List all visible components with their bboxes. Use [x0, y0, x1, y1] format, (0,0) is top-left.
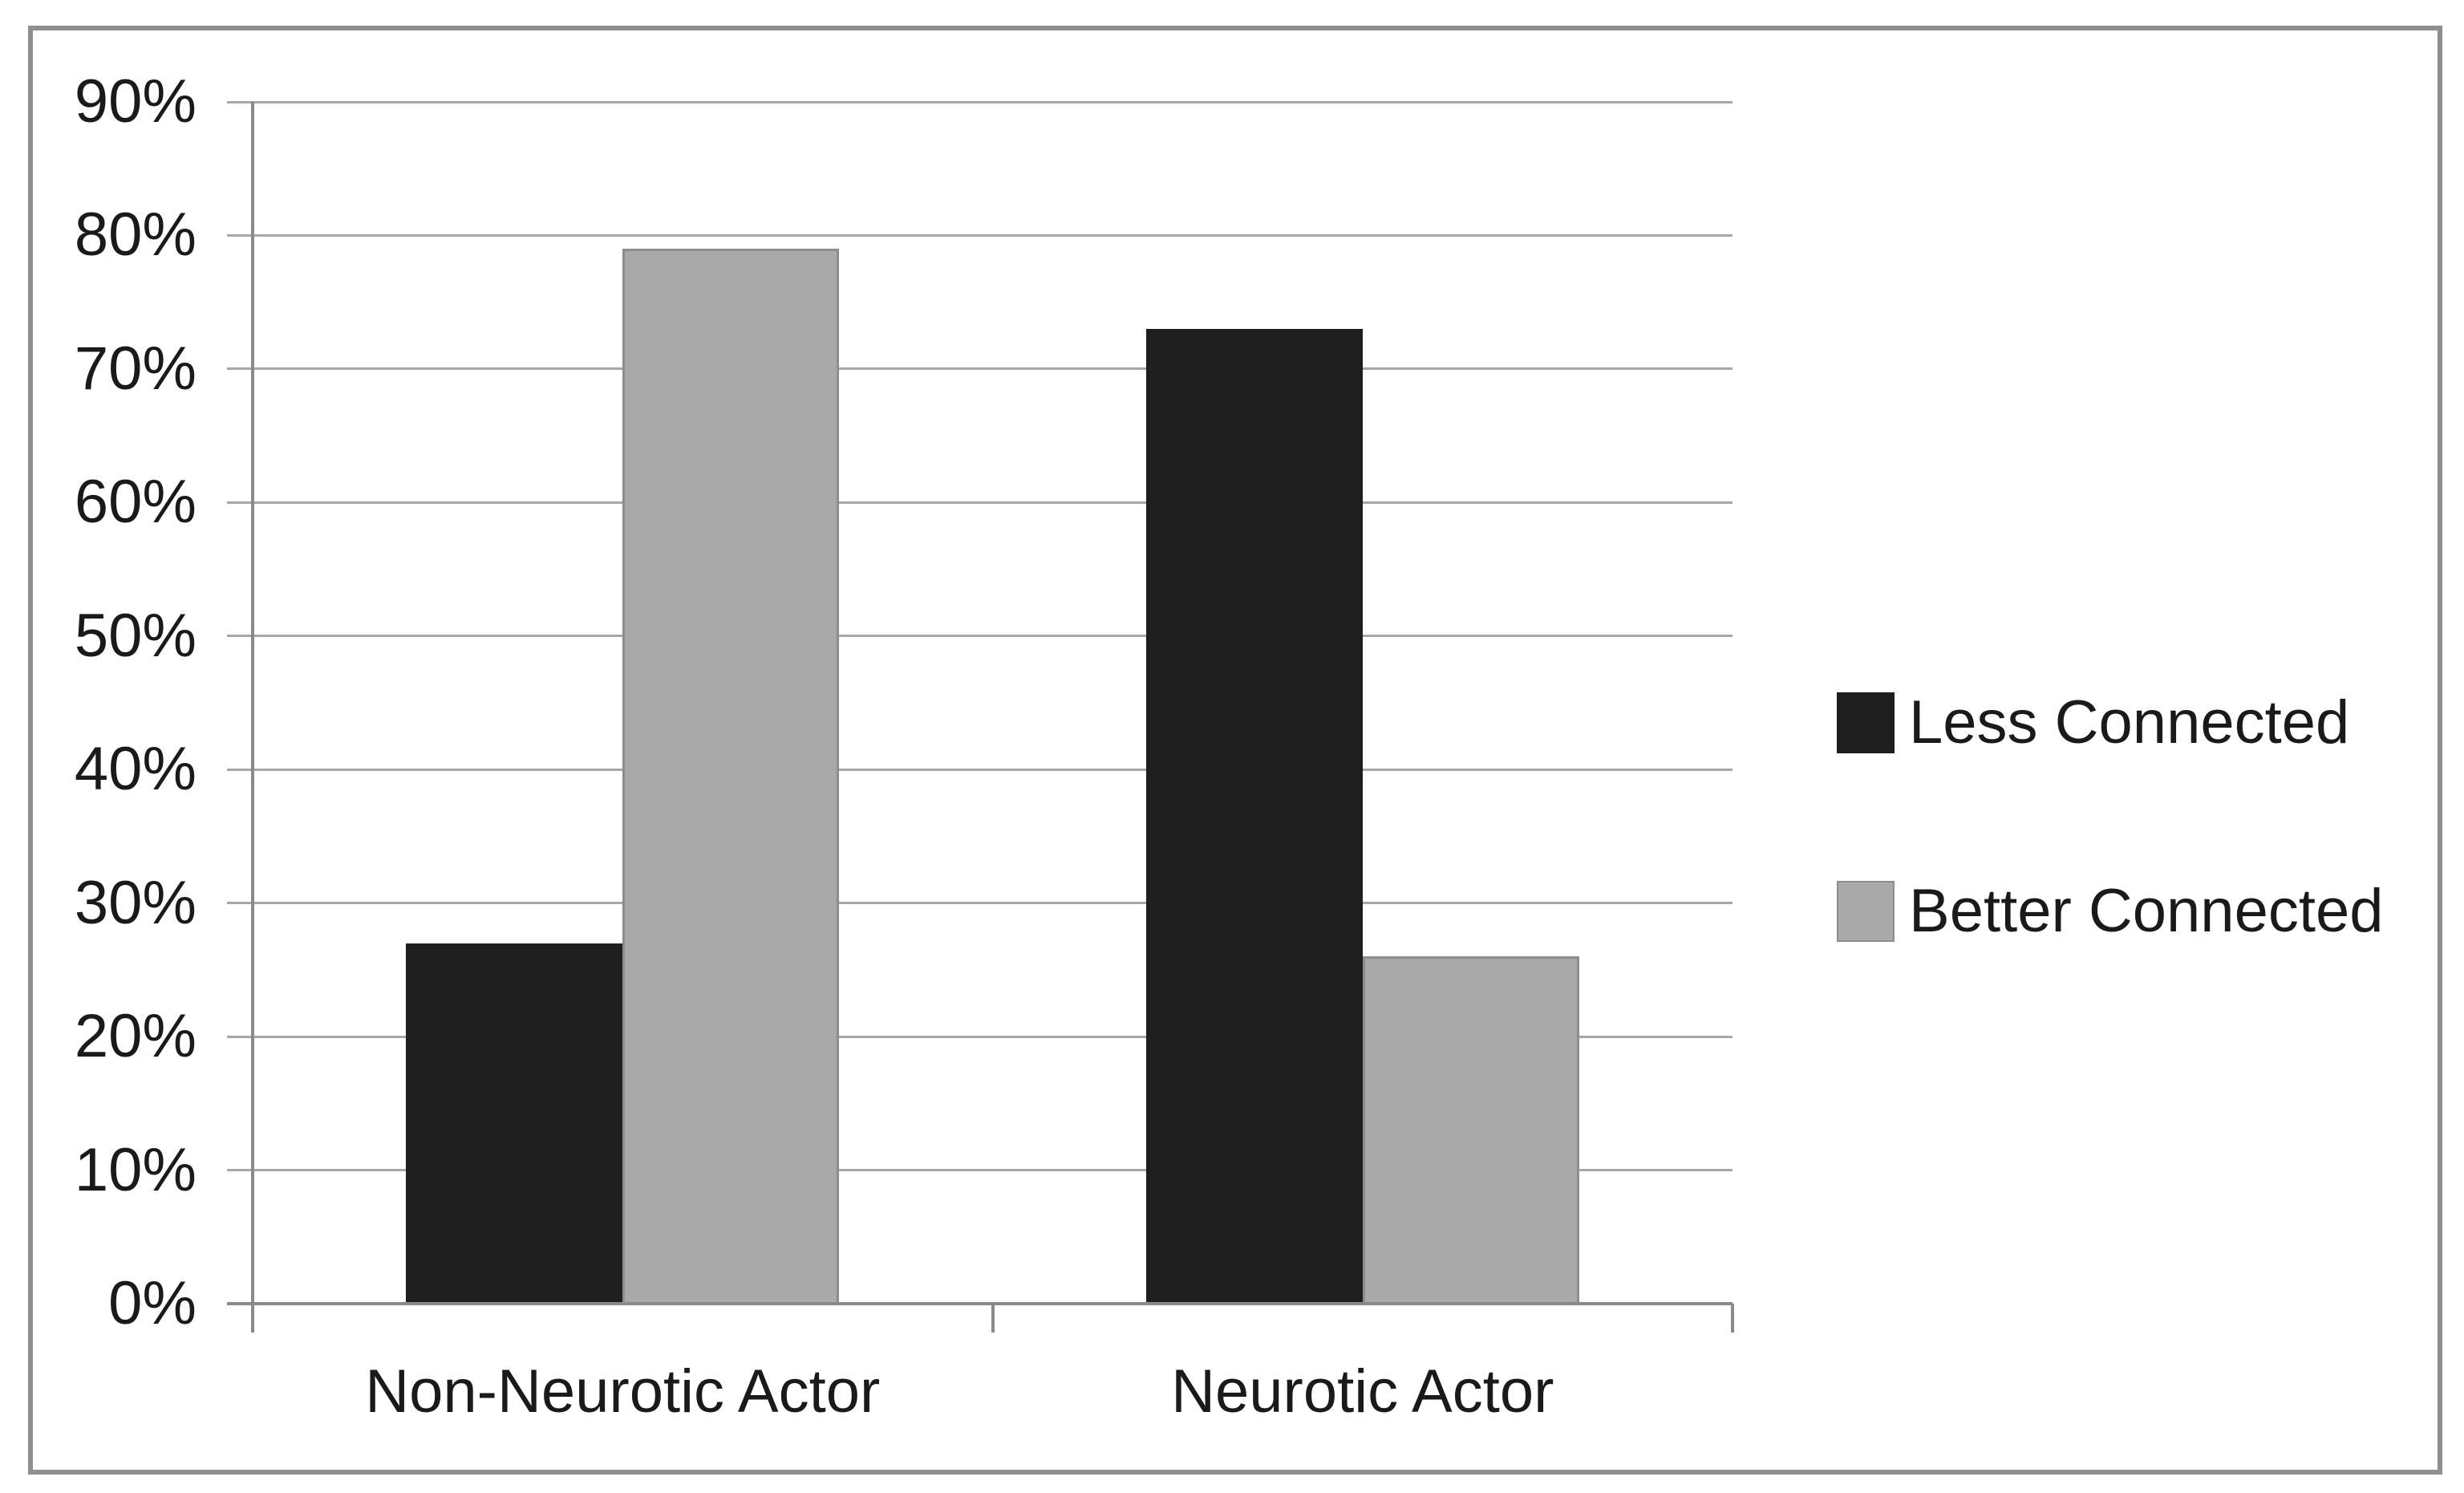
category-label-1: Neurotic Actor [1171, 1357, 1554, 1426]
y-tick-label-60: 60% [74, 468, 197, 537]
bar-better-connected-neurotic-actor [1362, 956, 1579, 1304]
y-tick-label-20: 20% [74, 1002, 197, 1071]
gridline-30 [227, 902, 1732, 905]
y-tick-label-50: 50% [74, 601, 197, 670]
gridline-80 [227, 233, 1732, 237]
y-tick-label-30: 30% [74, 868, 197, 937]
figure-border [28, 26, 2442, 1475]
gridline-40 [227, 768, 1732, 771]
y-tick-label-10: 10% [74, 1135, 197, 1204]
y-tick-label-40: 40% [74, 735, 197, 804]
x-axis-tick-1 [1731, 1304, 1734, 1333]
x-axis-tick-0 [991, 1304, 995, 1333]
gridline-10 [227, 1169, 1732, 1172]
y-tick-label-90: 90% [74, 67, 197, 136]
bar-less-connected-non-neurotic-actor [406, 943, 623, 1304]
bar-less-connected-neurotic-actor [1145, 328, 1363, 1304]
y-tick-label-0: 0% [108, 1269, 197, 1337]
gridline-20 [227, 1035, 1732, 1038]
category-label-0: Non-Neurotic Actor [365, 1357, 881, 1426]
legend-swatch-less-connected [1837, 692, 1895, 753]
legend-entry-better-connected: Better Connected [1837, 879, 2384, 943]
legend-entry-less-connected: Less Connected [1837, 691, 2349, 755]
gridline-70 [227, 367, 1732, 371]
bar-better-connected-non-neurotic-actor [622, 249, 840, 1304]
x-axis-line [227, 1302, 1732, 1305]
gridline-90 [227, 100, 1732, 103]
legend-swatch-better-connected [1837, 881, 1895, 942]
gridline-50 [227, 635, 1732, 638]
legend-label-better-connected: Better Connected [1909, 877, 2384, 945]
y-tick-label-70: 70% [74, 334, 197, 403]
legend-label-less-connected: Less Connected [1909, 688, 2350, 757]
y-tick-label-80: 80% [74, 201, 197, 270]
gridline-60 [227, 501, 1732, 504]
y-axis-line [251, 102, 254, 1333]
